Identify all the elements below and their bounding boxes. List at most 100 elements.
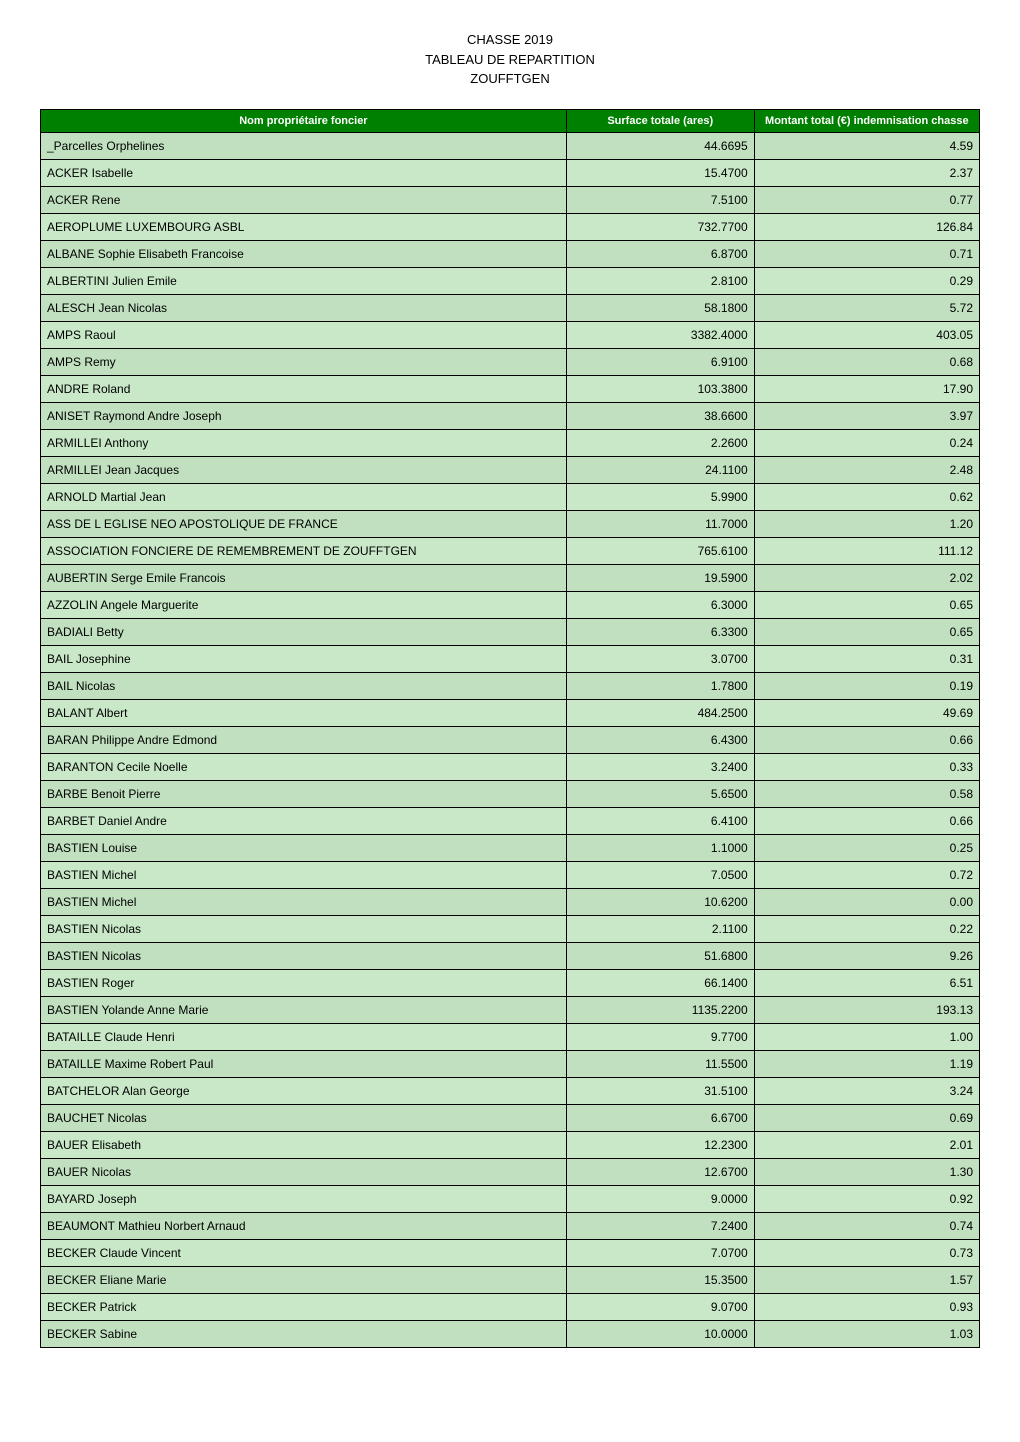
cell-surface: 484.2500 xyxy=(566,699,754,726)
cell-montant: 1.57 xyxy=(754,1266,979,1293)
cell-name: BADIALI Betty xyxy=(41,618,567,645)
header-line-3: ZOUFFTGEN xyxy=(40,69,980,89)
cell-surface: 7.0500 xyxy=(566,861,754,888)
table-row: BASTIEN Louise1.10000.25 xyxy=(41,834,980,861)
cell-surface: 3.0700 xyxy=(566,645,754,672)
cell-montant: 403.05 xyxy=(754,321,979,348)
cell-surface: 6.3300 xyxy=(566,618,754,645)
cell-surface: 11.7000 xyxy=(566,510,754,537)
cell-montant: 0.66 xyxy=(754,807,979,834)
cell-surface: 66.1400 xyxy=(566,969,754,996)
cell-name: BASTIEN Michel xyxy=(41,888,567,915)
cell-name: AUBERTIN Serge Emile Francois xyxy=(41,564,567,591)
cell-surface: 31.5100 xyxy=(566,1077,754,1104)
col-header-name: Nom propriétaire foncier xyxy=(41,109,567,132)
cell-surface: 9.0000 xyxy=(566,1185,754,1212)
cell-name: AMPS Raoul xyxy=(41,321,567,348)
cell-name: AMPS Remy xyxy=(41,348,567,375)
cell-surface: 103.3800 xyxy=(566,375,754,402)
table-body: _Parcelles Orphelines44.66954.59ACKER Is… xyxy=(41,132,980,1347)
cell-name: ANISET Raymond Andre Joseph xyxy=(41,402,567,429)
cell-name: ARMILLEI Jean Jacques xyxy=(41,456,567,483)
cell-montant: 0.77 xyxy=(754,186,979,213)
cell-montant: 1.00 xyxy=(754,1023,979,1050)
cell-surface: 7.0700 xyxy=(566,1239,754,1266)
cell-surface: 2.2600 xyxy=(566,429,754,456)
cell-name: BAIL Nicolas xyxy=(41,672,567,699)
cell-surface: 15.4700 xyxy=(566,159,754,186)
table-row: AMPS Remy6.91000.68 xyxy=(41,348,980,375)
cell-surface: 7.5100 xyxy=(566,186,754,213)
cell-surface: 44.6695 xyxy=(566,132,754,159)
table-row: BATCHELOR Alan George31.51003.24 xyxy=(41,1077,980,1104)
cell-surface: 6.8700 xyxy=(566,240,754,267)
cell-name: AEROPLUME LUXEMBOURG ASBL xyxy=(41,213,567,240)
table-row: ANISET Raymond Andre Joseph38.66003.97 xyxy=(41,402,980,429)
cell-name: ASSOCIATION FONCIERE DE REMEMBREMENT DE … xyxy=(41,537,567,564)
cell-montant: 0.69 xyxy=(754,1104,979,1131)
table-row: ARMILLEI Jean Jacques24.11002.48 xyxy=(41,456,980,483)
cell-surface: 51.6800 xyxy=(566,942,754,969)
cell-name: BASTIEN Yolande Anne Marie xyxy=(41,996,567,1023)
table-row: AZZOLIN Angele Marguerite6.30000.65 xyxy=(41,591,980,618)
cell-surface: 6.9100 xyxy=(566,348,754,375)
cell-name: ACKER Rene xyxy=(41,186,567,213)
cell-montant: 0.72 xyxy=(754,861,979,888)
cell-name: BEAUMONT Mathieu Norbert Arnaud xyxy=(41,1212,567,1239)
table-row: BASTIEN Nicolas2.11000.22 xyxy=(41,915,980,942)
cell-name: BAYARD Joseph xyxy=(41,1185,567,1212)
cell-montant: 111.12 xyxy=(754,537,979,564)
table-row: BAIL Josephine3.07000.31 xyxy=(41,645,980,672)
cell-montant: 9.26 xyxy=(754,942,979,969)
table-row: BECKER Claude Vincent7.07000.73 xyxy=(41,1239,980,1266)
cell-montant: 1.30 xyxy=(754,1158,979,1185)
table-row: BASTIEN Roger66.14006.51 xyxy=(41,969,980,996)
cell-name: BARAN Philippe Andre Edmond xyxy=(41,726,567,753)
cell-montant: 0.31 xyxy=(754,645,979,672)
table-row: BEAUMONT Mathieu Norbert Arnaud7.24000.7… xyxy=(41,1212,980,1239)
cell-surface: 1.7800 xyxy=(566,672,754,699)
cell-montant: 2.02 xyxy=(754,564,979,591)
table-row: ASSOCIATION FONCIERE DE REMEMBREMENT DE … xyxy=(41,537,980,564)
cell-surface: 9.0700 xyxy=(566,1293,754,1320)
cell-montant: 4.59 xyxy=(754,132,979,159)
cell-montant: 6.51 xyxy=(754,969,979,996)
cell-name: ALESCH Jean Nicolas xyxy=(41,294,567,321)
cell-name: ASS DE L EGLISE NEO APOSTOLIQUE DE FRANC… xyxy=(41,510,567,537)
cell-montant: 2.37 xyxy=(754,159,979,186)
cell-surface: 11.5500 xyxy=(566,1050,754,1077)
table-row: BATAILLE Claude Henri9.77001.00 xyxy=(41,1023,980,1050)
cell-montant: 0.19 xyxy=(754,672,979,699)
table-row: BAUER Elisabeth12.23002.01 xyxy=(41,1131,980,1158)
cell-montant: 1.19 xyxy=(754,1050,979,1077)
table-row: ARMILLEI Anthony2.26000.24 xyxy=(41,429,980,456)
cell-montant: 1.20 xyxy=(754,510,979,537)
cell-name: BECKER Patrick xyxy=(41,1293,567,1320)
table-row: BECKER Patrick9.07000.93 xyxy=(41,1293,980,1320)
cell-name: BATAILLE Maxime Robert Paul xyxy=(41,1050,567,1077)
table-row: BASTIEN Michel10.62000.00 xyxy=(41,888,980,915)
table-row: BARAN Philippe Andre Edmond6.43000.66 xyxy=(41,726,980,753)
table-row: ACKER Rene7.51000.77 xyxy=(41,186,980,213)
cell-montant: 0.29 xyxy=(754,267,979,294)
cell-name: BALANT Albert xyxy=(41,699,567,726)
cell-name: BAUER Nicolas xyxy=(41,1158,567,1185)
cell-surface: 15.3500 xyxy=(566,1266,754,1293)
cell-surface: 6.6700 xyxy=(566,1104,754,1131)
cell-montant: 0.65 xyxy=(754,591,979,618)
cell-name: BAUER Elisabeth xyxy=(41,1131,567,1158)
cell-montant: 49.69 xyxy=(754,699,979,726)
table-row: ALBANE Sophie Elisabeth Francoise6.87000… xyxy=(41,240,980,267)
cell-surface: 6.4100 xyxy=(566,807,754,834)
cell-surface: 5.9900 xyxy=(566,483,754,510)
cell-montant: 0.66 xyxy=(754,726,979,753)
table-row: BARBET Daniel Andre6.41000.66 xyxy=(41,807,980,834)
col-header-surface: Surface totale (ares) xyxy=(566,109,754,132)
table-row: BECKER Sabine10.00001.03 xyxy=(41,1320,980,1347)
cell-montant: 0.65 xyxy=(754,618,979,645)
cell-surface: 9.7700 xyxy=(566,1023,754,1050)
table-row: _Parcelles Orphelines44.66954.59 xyxy=(41,132,980,159)
cell-montant: 0.24 xyxy=(754,429,979,456)
table-row: BASTIEN Yolande Anne Marie1135.2200193.1… xyxy=(41,996,980,1023)
cell-surface: 1135.2200 xyxy=(566,996,754,1023)
